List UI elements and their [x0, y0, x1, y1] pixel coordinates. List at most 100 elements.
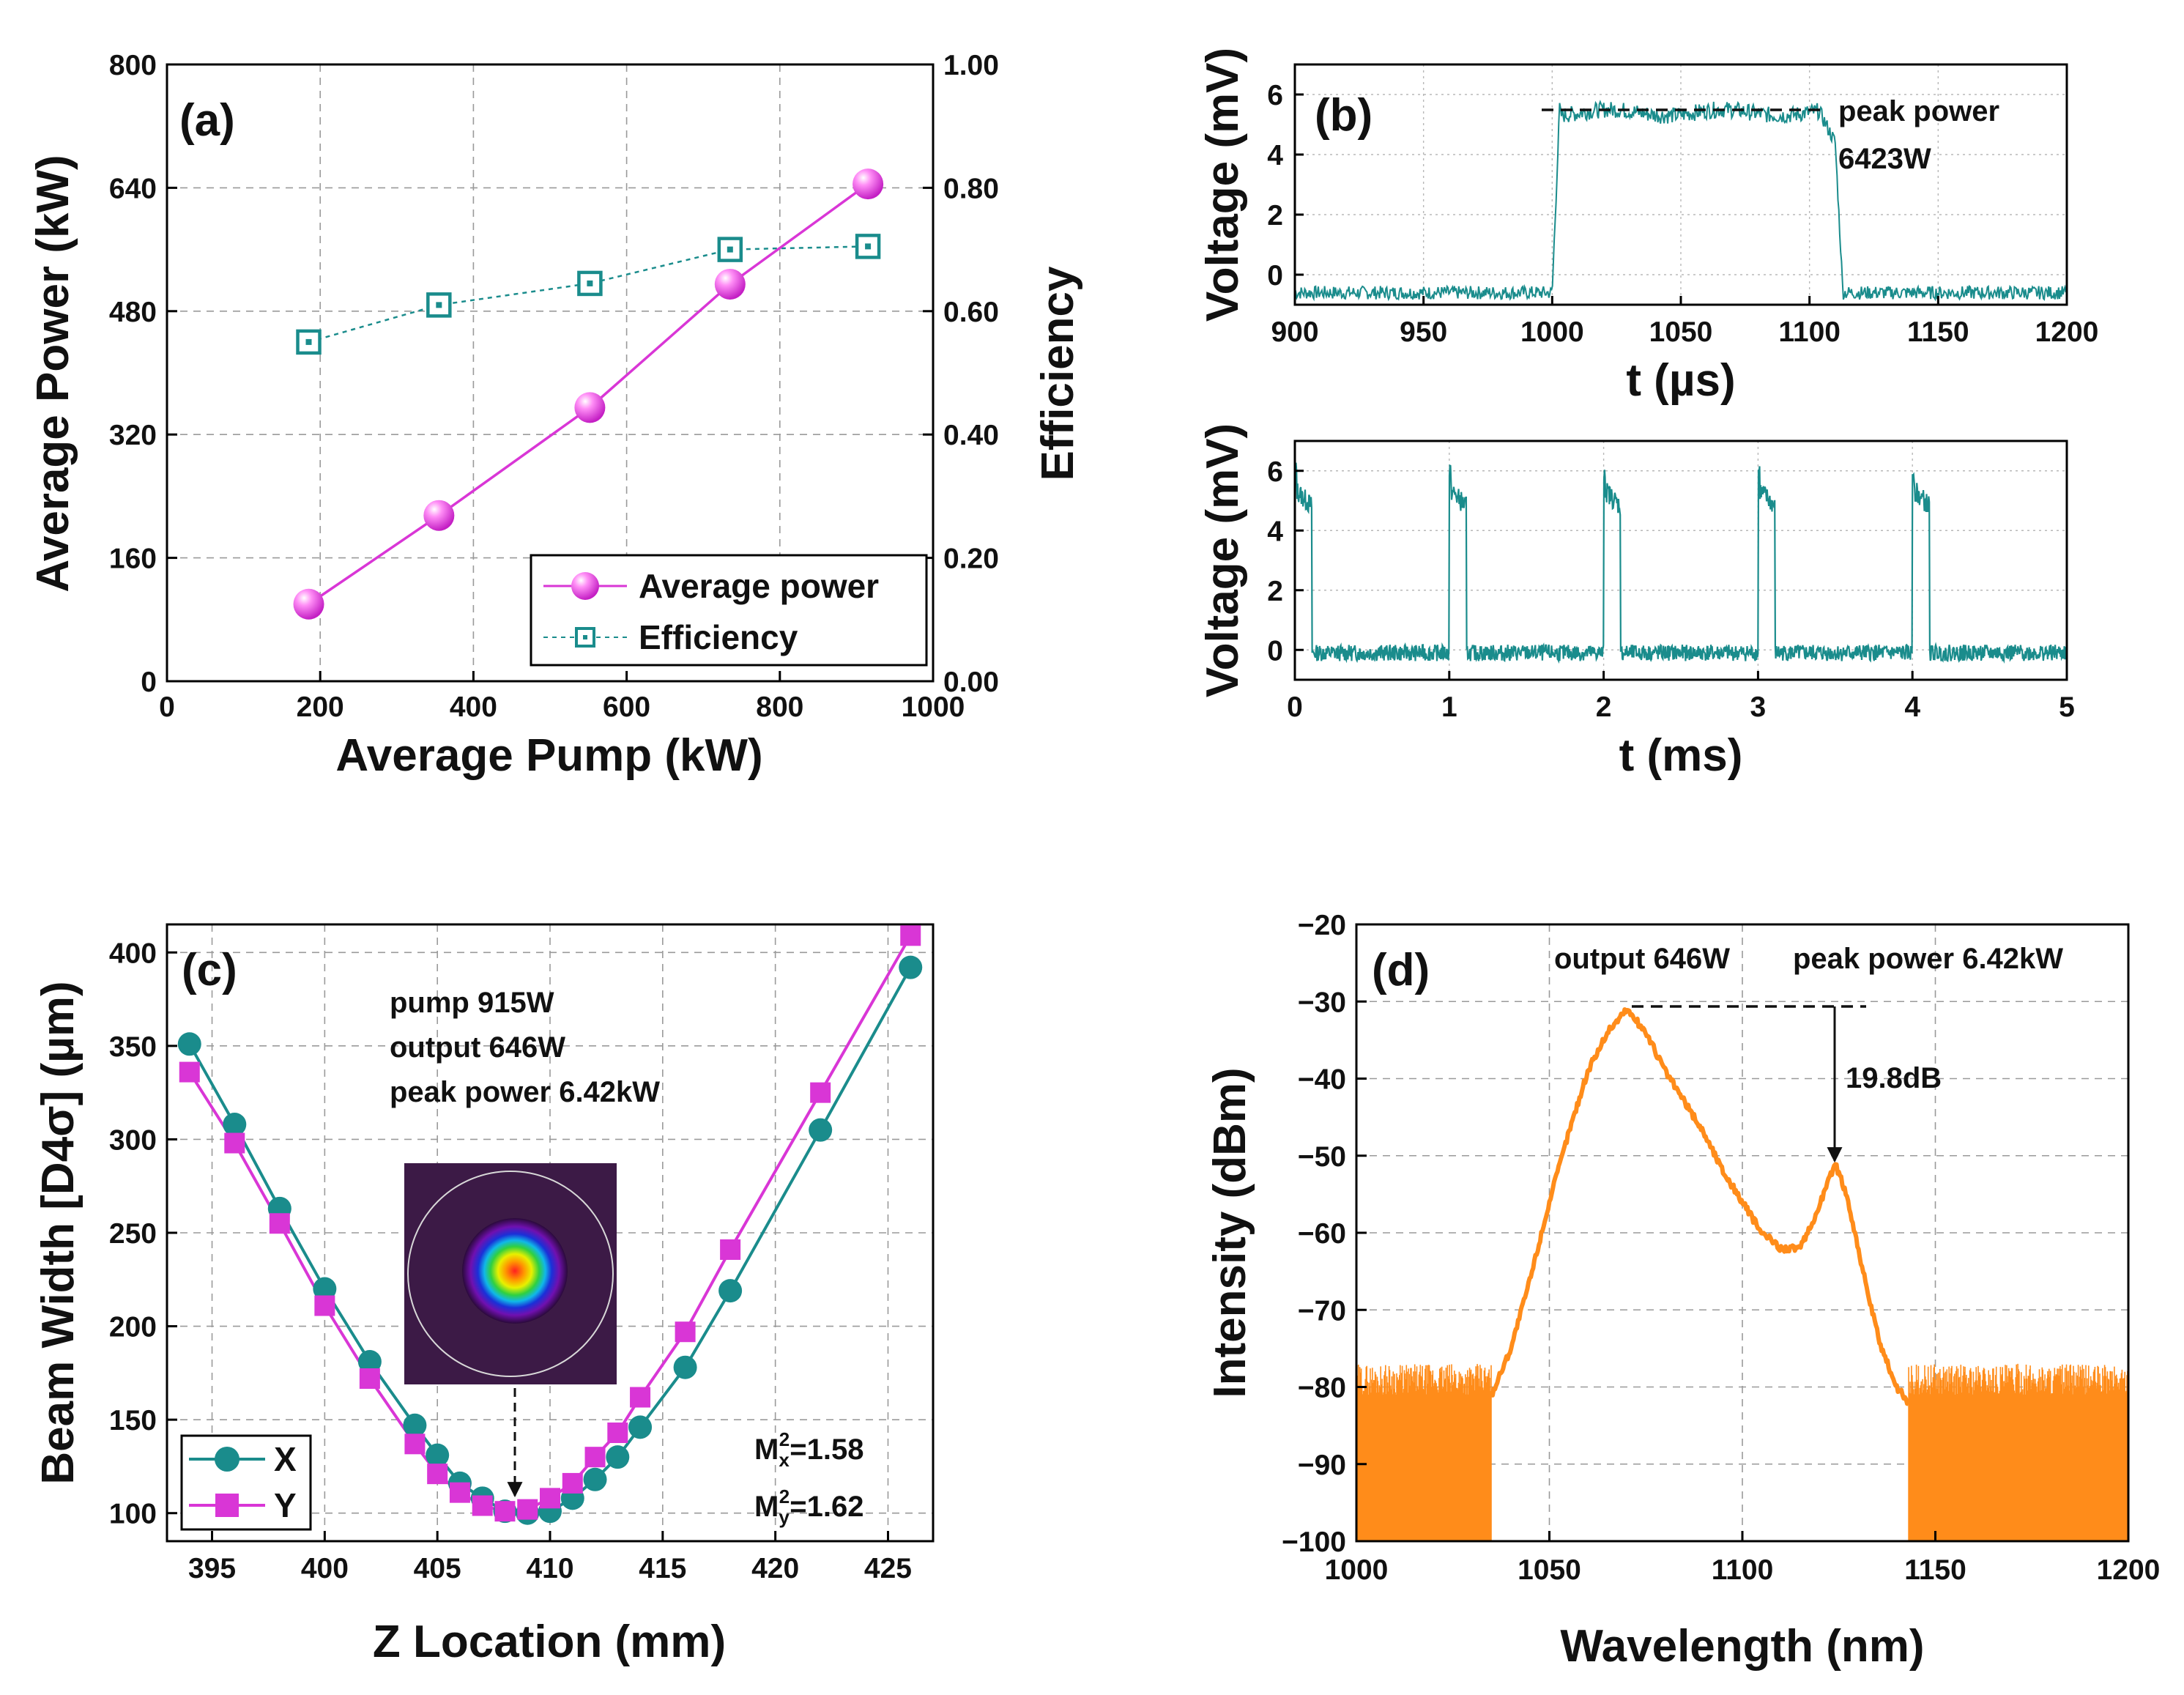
a-efficiency-point-dot: [865, 243, 872, 250]
bb-xtick-label: 1: [1441, 691, 1457, 723]
d-xtick-label: 1200: [2097, 1554, 2161, 1586]
my-sub: y: [779, 1506, 790, 1528]
a-efficiency-point-dot: [727, 246, 733, 253]
bb-xtick-label: 3: [1750, 691, 1767, 723]
c-y-point: [540, 1488, 560, 1509]
c-y-point: [427, 1464, 448, 1485]
bb-xtick-label: 5: [2059, 691, 2075, 723]
bt-grid: [1295, 64, 2067, 305]
panel-c: 395 400 405 410 415 420 425 100 150 200 250 300 350 4…: [33, 923, 935, 1667]
c-y-point: [810, 1082, 831, 1103]
c-ylabel: Beam Width [D4σ] (µm): [33, 981, 83, 1484]
c-legend-marker-y: [215, 1494, 239, 1517]
bb-xtick-label: 4: [1904, 691, 1920, 723]
c-y-point: [517, 1499, 538, 1520]
bb-ytick-label: 4: [1267, 516, 1283, 547]
c-annot-peak: peak power 6.42kW: [390, 1076, 660, 1108]
a-ticks: 0 200 400 600 800 1000 0 160 320 480 640 800 0.00 0.2…: [109, 50, 999, 723]
a-power-point: [853, 168, 884, 200]
a-power-point: [293, 588, 324, 620]
d-annot-peak: peak power 6.42kW: [1793, 943, 2063, 975]
a-ylabel: Average Power (kW): [28, 155, 78, 592]
a-xlabel: Average Pump (kW): [335, 730, 762, 781]
d-ticks: 1000 1050 1100 1150 1200 −20 −30 −40 −50 −60 −70 −8…: [1282, 910, 2160, 1586]
bt-ytick-label: 0: [1267, 260, 1283, 292]
c-ytick-label: 150: [109, 1405, 157, 1436]
c-y-point: [314, 1295, 335, 1316]
c-legend-box: [180, 1434, 312, 1531]
panel-b-bottom: 0 1 2 3 4 5 0 2 4 6 t (ms) Voltage (mV): [1197, 423, 2075, 781]
panel-b-top: 900 950 1000 1050 1100 1150 1200 0 2 4 6 (b) peak …: [1197, 48, 2098, 406]
c-ytick-label: 100: [109, 1499, 157, 1530]
c-ticks: 395 400 405 410 415 420 425 100 150 200 250 300 350 4…: [109, 938, 912, 1584]
bt-xtick-label: 1050: [1649, 316, 1713, 348]
c-marks: [177, 925, 923, 1525]
a-xtick-label: 0: [159, 691, 175, 723]
c-ytick-label: 350: [109, 1031, 157, 1063]
panel-d: 1000 1050 1100 1150 1200 −20 −30 −40 −50 −60 −70 −8…: [1205, 910, 2160, 1672]
a-y2tick-label: 1.00: [943, 50, 999, 81]
a-ytick-label: 800: [109, 50, 157, 81]
c-xtick-label: 425: [864, 1553, 912, 1584]
c-y-point: [472, 1495, 493, 1516]
c-y-point: [584, 1447, 606, 1468]
d-annot-output: output 646W: [1554, 943, 1730, 975]
c-ytick-label: 200: [109, 1312, 157, 1343]
a-ytick-label: 480: [109, 297, 157, 328]
d-ytick-label: −90: [1298, 1450, 1346, 1481]
a-power-point: [714, 268, 746, 300]
c-xtick-label: 395: [188, 1553, 236, 1584]
c-x-point: [718, 1279, 743, 1303]
c-x-point: [583, 1467, 607, 1491]
c-y-point: [494, 1501, 516, 1522]
d-panel-label: (d): [1372, 945, 1430, 995]
c-xtick-label: 400: [301, 1553, 349, 1584]
a-efficiency-point-dot: [436, 302, 442, 308]
a-legend: Average power Efficiency: [530, 554, 928, 667]
bb-xtick-label: 0: [1287, 691, 1303, 723]
d-ylabel: Intensity (dBm): [1205, 1067, 1255, 1398]
d-ytick-label: −60: [1298, 1218, 1346, 1250]
c-x-point: [313, 1277, 337, 1301]
d-grid: [1356, 924, 2128, 1541]
d-ytick-label: −40: [1298, 1064, 1346, 1096]
c-x-point: [809, 1118, 833, 1142]
c-annot-pump: pump 915W: [390, 987, 554, 1019]
bb-xtick-label: 2: [1596, 691, 1612, 723]
beam-profile-inset: [404, 1163, 617, 1384]
a-y2tick-label: 0.40: [943, 420, 999, 451]
c-legend-label-x: X: [274, 1440, 297, 1478]
c-legend-label-y: Y: [274, 1486, 297, 1524]
d-ytick-label: −100: [1282, 1527, 1346, 1558]
c-xlabel: Z Location (mm): [373, 1617, 726, 1667]
bt-xtick-label: 1100: [1778, 316, 1841, 348]
my-value: =1.62: [790, 1491, 863, 1523]
bt-marks: [1294, 100, 2068, 302]
bt-xtick-label: 950: [1400, 316, 1447, 348]
c-x-point: [426, 1443, 450, 1467]
a-marks: [293, 168, 884, 620]
a-y2label: Efficiency: [1033, 266, 1083, 481]
d-xtick-label: 1050: [1518, 1554, 1581, 1586]
mx-value: =1.58: [790, 1433, 863, 1466]
c-y-point: [269, 1213, 290, 1234]
mx-sup: 2: [779, 1428, 790, 1450]
c-y-point: [404, 1433, 426, 1455]
a-ytick-label: 0: [141, 667, 157, 698]
a-legend-label-eff: Efficiency: [639, 618, 798, 656]
a-y2tick-label: 0.20: [943, 544, 999, 575]
d-xtick-label: 1000: [1325, 1554, 1389, 1586]
beam-spot: [462, 1218, 568, 1324]
bt-xtick-label: 1000: [1520, 316, 1584, 348]
bb-grid: [1295, 441, 2067, 680]
a-xtick-label: 400: [450, 691, 497, 723]
d-xlabel: Wavelength (nm): [1560, 1621, 1924, 1672]
a-xtick-label: 600: [603, 691, 650, 723]
c-legend: X Y: [180, 1434, 312, 1531]
a-xtick-label: 200: [297, 691, 344, 723]
c-xtick-label: 415: [639, 1553, 686, 1584]
bt-ticks: 900 950 1000 1050 1100 1150 1200 0 2 4 6: [1267, 80, 2098, 348]
d-xtick-label: 1100: [1712, 1554, 1774, 1586]
bb-frame: [1293, 439, 2068, 681]
